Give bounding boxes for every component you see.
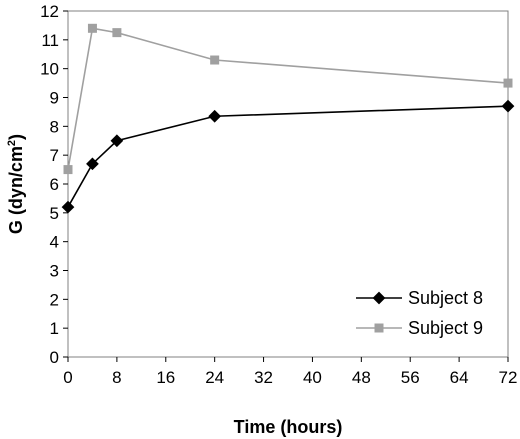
- data-point-subject-8: [501, 99, 515, 113]
- data-point-subject-9: [210, 55, 220, 65]
- y-axis-title: G (dyn/cm2): [6, 134, 26, 234]
- legend-marker-subject-8: [372, 291, 386, 305]
- legend-label-subject-9: Subject 9: [408, 318, 483, 338]
- y-tick-label: 9: [50, 89, 59, 108]
- y-tick-label: 5: [50, 204, 59, 223]
- x-axis-title: Time (hours): [234, 417, 343, 437]
- y-axis-title-close: ): [6, 134, 26, 140]
- y-tick-label: 0: [50, 348, 59, 367]
- y-tick-label: 8: [50, 117, 59, 136]
- x-tick-label: 32: [254, 368, 273, 387]
- series-group: [61, 23, 515, 214]
- y-tick-label: 3: [50, 262, 59, 281]
- legend-label-subject-8: Subject 8: [408, 288, 483, 308]
- x-tick-label: 56: [401, 368, 420, 387]
- y-tick-label: 10: [40, 60, 59, 79]
- data-point-subject-8: [86, 157, 99, 171]
- data-point-subject-9: [63, 165, 73, 175]
- y-tick-label: 7: [50, 146, 59, 165]
- data-point-subject-8: [61, 200, 75, 214]
- legend-item-subject-8: Subject 8: [356, 288, 483, 308]
- y-tick-label: 12: [40, 2, 59, 21]
- x-tick-label: 8: [112, 368, 121, 387]
- legend-marker-subject-9: [374, 323, 384, 333]
- x-tick-label: 48: [352, 368, 371, 387]
- legend-box: [350, 279, 500, 347]
- y-tick-label: 2: [50, 290, 59, 309]
- y-axis-title-main: G (dyn/cm: [6, 146, 26, 234]
- legend: Subject 8 Subject 9: [350, 279, 500, 347]
- data-point-subject-9: [87, 23, 97, 33]
- y-tick-label: 1: [50, 319, 59, 338]
- y-axis-title-superscript: 2: [6, 140, 18, 146]
- y-tick-label: 4: [50, 233, 59, 252]
- y-tick-label: 6: [50, 175, 59, 194]
- x-tick-label: 16: [156, 368, 175, 387]
- data-point-subject-8: [208, 109, 222, 123]
- x-tick-label: 0: [63, 368, 72, 387]
- data-point-subject-9: [503, 78, 513, 88]
- legend-item-subject-9: Subject 9: [356, 318, 483, 338]
- y-tick-label: 11: [41, 31, 59, 50]
- x-tick-label: 64: [450, 368, 469, 387]
- x-axis: 0 8 16 24 32 40 48 56 64 72: [63, 357, 517, 387]
- x-tick-label: 40: [303, 368, 322, 387]
- x-tick-label: 72: [499, 368, 518, 387]
- data-point-subject-9: [112, 28, 122, 38]
- x-tick-label: 24: [205, 368, 224, 387]
- data-point-subject-8: [110, 134, 124, 148]
